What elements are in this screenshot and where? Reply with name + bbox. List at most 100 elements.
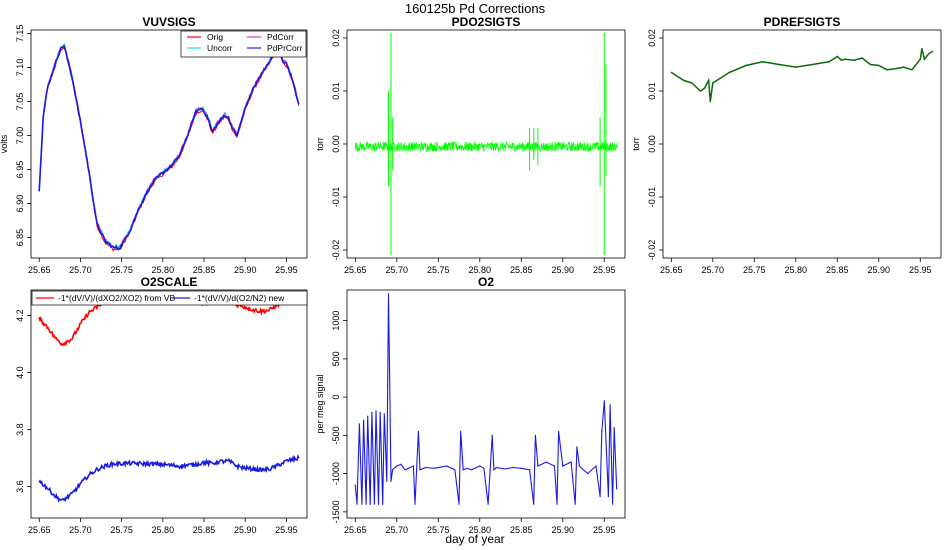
- x-tick-label: 25.95: [275, 265, 298, 275]
- x-tick-label: 25.90: [867, 265, 890, 275]
- series-point: [845, 58, 847, 60]
- series-point: [828, 61, 830, 63]
- series-point: [365, 503, 367, 505]
- series-point: [396, 465, 398, 467]
- x-tick-label: 25.85: [193, 265, 216, 275]
- series-point: [609, 404, 611, 406]
- series-point: [493, 469, 495, 471]
- x-tick-label: 25.70: [702, 265, 725, 275]
- x-tick-label: 25.90: [234, 265, 257, 275]
- panel-o2: O2 per meg signal 25.65 25.70 25.75 25.80 25.8…: [315, 275, 626, 535]
- x-tick-label: 25.75: [110, 265, 133, 275]
- series-point: [562, 465, 564, 467]
- x-tick-label: 25.85: [826, 265, 849, 275]
- series-point: [369, 503, 371, 505]
- series-point: [533, 503, 535, 505]
- series-point: [377, 503, 380, 505]
- y-tick-label: 0.02: [331, 29, 341, 47]
- y-tick-label: 0.00: [331, 135, 341, 153]
- series-point: [512, 466, 514, 469]
- series-point: [454, 469, 456, 471]
- legend-entry: -1*(dV/V)/(dXO2/XO2) from VB: [58, 293, 175, 303]
- y-tick-label: 7.05: [15, 93, 25, 111]
- series-point: [612, 503, 614, 505]
- x-tick-label: 25.65: [28, 525, 51, 535]
- panel-title: VUVSIGS: [142, 15, 195, 29]
- y-tick-label: -1000: [331, 462, 341, 485]
- series-point: [367, 415, 369, 417]
- series-point: [720, 77, 722, 79]
- series-point: [414, 503, 416, 505]
- plot-area: [354, 293, 618, 505]
- series-point: [915, 63, 917, 66]
- series-point: [919, 58, 921, 60]
- plot-area: [38, 42, 300, 252]
- series-point: [836, 55, 838, 58]
- series-point: [587, 473, 589, 475]
- plot-frame: [346, 289, 626, 519]
- plot-frame: [30, 29, 308, 259]
- series-point: [358, 423, 360, 425]
- series-point: [728, 71, 731, 73]
- series-point: [382, 503, 384, 505]
- y-tick-label: 0.01: [647, 82, 657, 100]
- series-point: [495, 466, 497, 469]
- y-axis-label: torr: [631, 137, 641, 151]
- x-tick-label: 25.70: [386, 525, 409, 535]
- series-point: [390, 480, 392, 482]
- series-point: [529, 469, 531, 471]
- y-tick-label: 3.8: [15, 423, 25, 436]
- panel-pdo2sigts: PDO2SIGTS torr 25.65 25.70 25.75 25.80 25.85 25…: [315, 15, 626, 275]
- y-axis-label: torr: [315, 137, 325, 151]
- series-point: [373, 503, 375, 505]
- series-point: [470, 469, 473, 471]
- series-point: [504, 468, 506, 470]
- series-point: [386, 480, 388, 482]
- panel-vuvsigs: VUVSIGS volts 25.65 25.70 25.75 25.80 25.85 25.…: [0, 15, 308, 275]
- series-point: [387, 293, 390, 295]
- y-tick-label: 4.2: [15, 309, 25, 322]
- series-point: [379, 411, 381, 413]
- x-tick-label: 25.70: [69, 525, 92, 535]
- x-tick-label: 25.90: [551, 525, 574, 535]
- series-line-1: [38, 453, 300, 503]
- series-point: [383, 413, 385, 415]
- legend-entry: -1*(dV/V)/d(O2/N2) new: [194, 293, 285, 303]
- y-axis-label: per meg signal: [315, 374, 325, 433]
- legend-entry: PdCorr: [267, 32, 294, 42]
- legend-entry: Orig: [207, 32, 223, 42]
- x-tick-label: 25.85: [510, 265, 533, 275]
- series-point: [928, 53, 930, 55]
- series-point: [479, 465, 481, 467]
- plot-area: [670, 48, 934, 103]
- legend-entry: Uncorr: [207, 43, 233, 53]
- series-point: [886, 69, 888, 71]
- series-point: [878, 64, 880, 67]
- series-point: [853, 59, 855, 61]
- series-line-o2: [354, 293, 618, 505]
- series-point: [371, 411, 373, 413]
- y-tick-label: 0.02: [647, 29, 657, 47]
- series-point: [537, 465, 539, 467]
- y-tick-label: -500: [331, 426, 341, 444]
- series-point: [466, 467, 468, 469]
- x-tick-label: 25.65: [660, 265, 683, 275]
- series-point: [811, 63, 814, 66]
- series-point: [534, 434, 537, 436]
- x-tick-label: 25.95: [909, 265, 932, 275]
- series-point: [683, 79, 685, 81]
- y-tick-label: 7.15: [15, 25, 25, 43]
- legend-box: [180, 30, 307, 58]
- series-line-pdo2sigts: [354, 140, 618, 153]
- series-point: [599, 496, 601, 498]
- y-axis-label: volts: [0, 134, 9, 153]
- y-tick-label: -0.02: [331, 240, 341, 261]
- y-tick-label: 500: [331, 351, 341, 366]
- x-tick-label: 25.80: [469, 265, 492, 275]
- series-line-pdcorr: [38, 43, 300, 249]
- x-tick-label: 25.70: [386, 265, 409, 275]
- x-tick-label: 25.75: [110, 525, 133, 535]
- y-tick-label: 1000: [331, 311, 341, 331]
- y-tick-label: -0.02: [647, 240, 657, 261]
